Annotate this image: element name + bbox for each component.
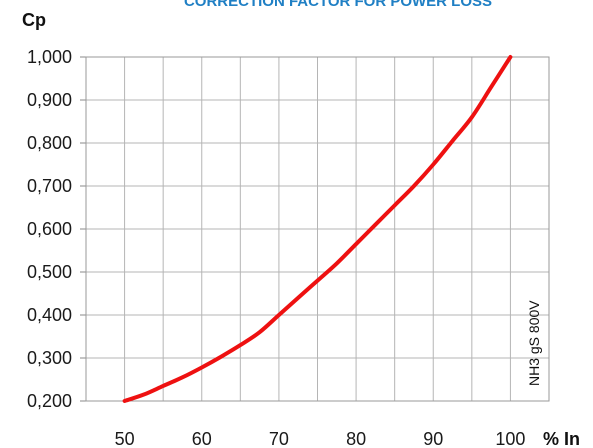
x-tick-label: 60 [192,429,212,448]
x-tick-label: 70 [269,429,289,448]
y-tick-label: 0,900 [27,90,72,110]
y-tick-label: 0,800 [27,133,72,153]
x-axis-label: % In [543,429,580,448]
series-line [122,55,513,403]
y-tick-labels: 0,200 0,300 0,400 0,500 0,600 0,700 0,800 0,900… [27,47,72,411]
y-tick-label: 0,200 [27,391,72,411]
plot-frame [85,56,550,402]
side-label: NH3 gS 800V [526,300,542,386]
y-axis-label: Cp [22,10,46,30]
x-tick-labels: 50 60 70 80 90 100 [115,429,526,448]
y-tick-label: 0,500 [27,262,72,282]
y-tick-label: 0,400 [27,305,72,325]
y-tick-label: 0,700 [27,176,72,196]
x-tick-label: 100 [495,429,525,448]
x-tick-label: 50 [115,429,135,448]
chart-title: CORRECTION FACTOR FOR POWER LOSS [184,0,492,10]
y-tick-label: 1,000 [27,47,72,67]
x-tick-label: 90 [423,429,443,448]
x-tick-label: 80 [346,429,366,448]
y-tick-label: 0,300 [27,348,72,368]
y-tick-label: 0,600 [27,219,72,239]
grid [80,56,550,402]
